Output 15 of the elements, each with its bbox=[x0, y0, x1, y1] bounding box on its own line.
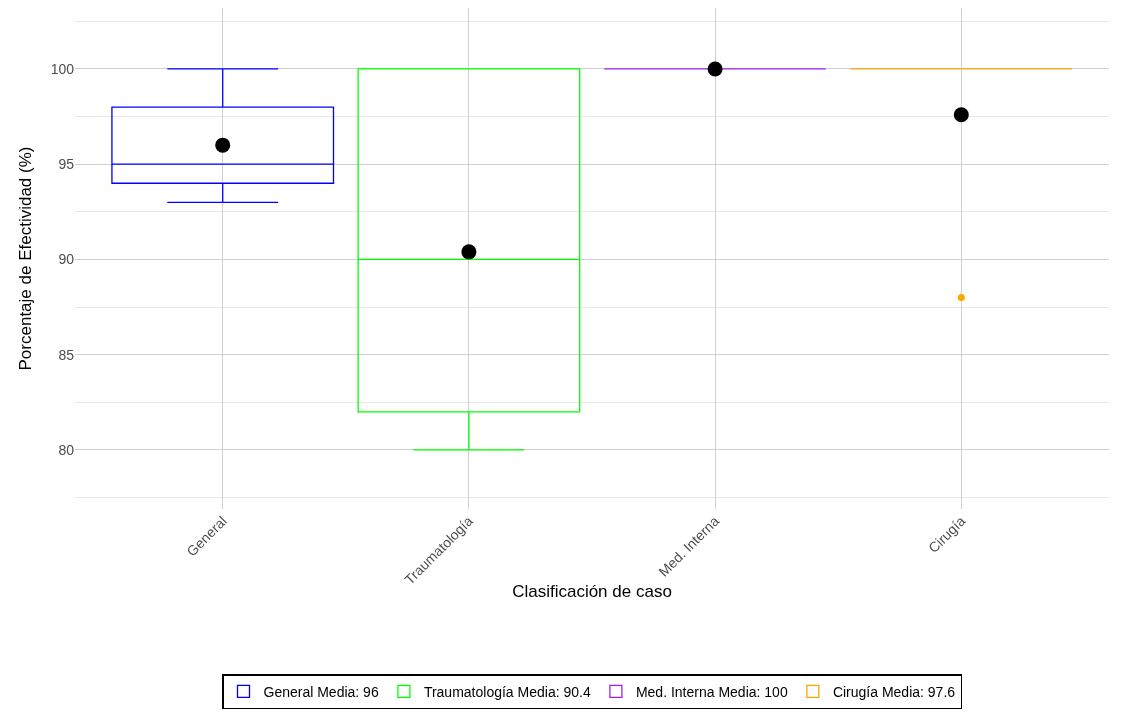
y-tick-label: 95 bbox=[58, 156, 75, 173]
x-axis-title: Clasificación de caso bbox=[512, 581, 672, 601]
y-tick-label: 90 bbox=[58, 251, 75, 268]
y-axis-title: Porcentaje de Efectividad (%) bbox=[16, 146, 35, 371]
point bbox=[953, 107, 969, 123]
y-tick-label: 85 bbox=[58, 346, 75, 363]
legend-label: Med. Interna Media: 100 bbox=[635, 683, 788, 700]
y-tick-label: 100 bbox=[50, 60, 75, 77]
legend-label: Cirugía Media: 97.6 bbox=[832, 683, 956, 700]
point bbox=[461, 244, 477, 260]
point bbox=[707, 61, 723, 77]
point bbox=[215, 137, 231, 153]
y-tick-label: 80 bbox=[58, 441, 75, 458]
legend-label: General Media: 96 bbox=[263, 683, 379, 700]
legend-label: Traumatología Media: 90.4 bbox=[423, 683, 591, 700]
